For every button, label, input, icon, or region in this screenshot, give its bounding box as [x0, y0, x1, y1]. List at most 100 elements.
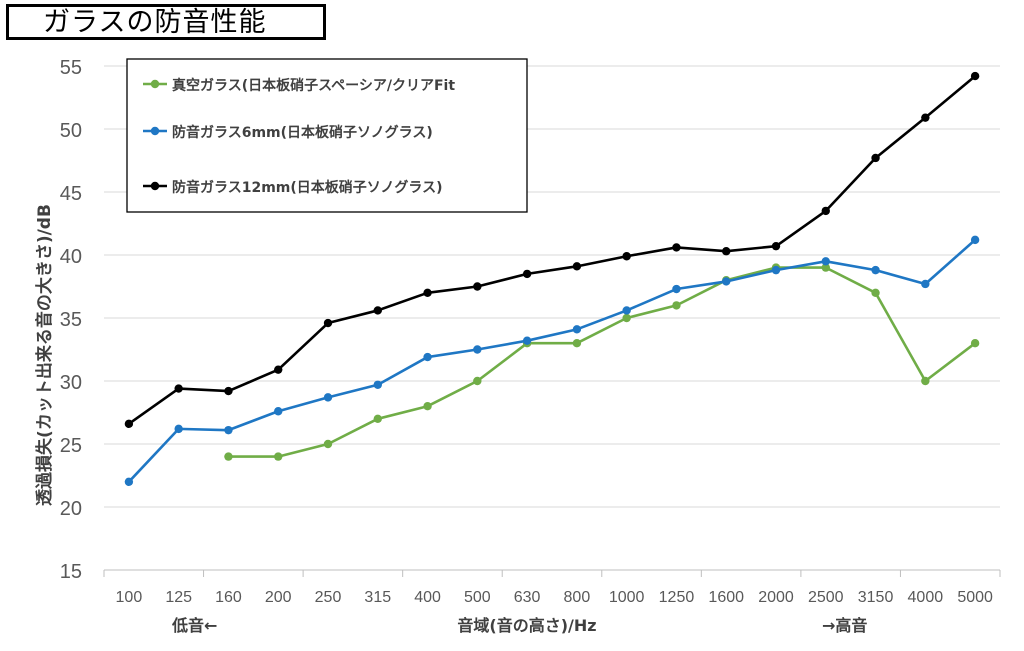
data-point: [572, 325, 582, 334]
y-axis-label: 透過損失(カット出来る音の大きさ)/dB: [34, 204, 55, 506]
data-point: [622, 252, 631, 261]
series-layer: [124, 71, 980, 486]
x-tick-label: 1250: [659, 589, 695, 606]
data-point: [871, 153, 880, 163]
x-tick-label: 200: [265, 589, 292, 606]
series-2: [124, 235, 980, 486]
data-point: [274, 407, 283, 416]
data-point: [622, 313, 631, 323]
data-point: [423, 288, 432, 297]
data-point: [821, 263, 830, 272]
data-point: [871, 265, 880, 275]
data-point: [921, 113, 930, 122]
x-tick-label: 1000: [609, 589, 645, 606]
data-point: [672, 243, 681, 252]
data-point: [771, 265, 781, 275]
legend-label: 真空ガラス(日本板硝子スペーシア/クリアFit: [172, 77, 455, 94]
y-tick-label: 15: [60, 561, 82, 583]
data-point: [672, 284, 681, 294]
data-point: [124, 419, 134, 429]
data-point: [174, 424, 183, 434]
data-point: [423, 402, 432, 411]
x-tick-label: 5000: [957, 589, 993, 606]
y-tick-label: 50: [60, 120, 82, 142]
y-tick-labels: 15 20 25 30 35 40 45 50 55: [60, 57, 82, 583]
data-point: [373, 414, 382, 423]
data-point: [921, 376, 930, 386]
data-point: [124, 477, 134, 486]
x-tick-label: 800: [564, 589, 591, 606]
y-tick-label: 25: [60, 435, 82, 457]
x-tick-label: 630: [514, 589, 541, 606]
y-tick-label: 55: [60, 57, 82, 79]
data-point: [970, 71, 980, 81]
x-tick-label: 1600: [708, 589, 744, 606]
x-tick-label: 400: [414, 589, 441, 606]
series-line: [128, 75, 976, 425]
data-point: [224, 386, 233, 396]
y-tick-label: 45: [60, 183, 82, 205]
x-tick-labels: 100 125 160 200 250 315 400 500 630 800 1000 1250 16…: [116, 589, 993, 606]
data-point: [522, 336, 532, 345]
data-point: [174, 384, 183, 393]
data-point: [274, 452, 283, 461]
data-point: [323, 393, 333, 402]
data-point: [423, 352, 432, 362]
data-point: [871, 288, 880, 297]
data-point: [970, 339, 980, 348]
x-tick-label: 3150: [858, 589, 894, 606]
data-point: [622, 306, 631, 315]
data-point: [473, 345, 482, 354]
x-tick-label: 2500: [808, 589, 844, 606]
data-point: [373, 380, 382, 389]
data-point: [970, 235, 980, 245]
y-tick-label: 35: [60, 309, 82, 331]
x-tick-label: 100: [116, 589, 143, 606]
legend-label: 防音ガラス12mm(日本板硝子ソノグラス): [172, 179, 442, 196]
x-tick-label: 315: [364, 589, 391, 606]
data-point: [572, 262, 582, 271]
data-point: [473, 282, 482, 291]
data-point: [323, 318, 333, 328]
data-point: [821, 206, 830, 216]
x-tick-label: 2000: [758, 589, 794, 606]
data-point: [921, 279, 930, 289]
x-tick-label: 125: [165, 589, 192, 606]
x-axis-label: 音域(音の高さ)/Hz: [457, 616, 596, 635]
x-high-label: →高音: [822, 616, 867, 635]
data-point: [572, 339, 582, 348]
y-tick-label: 20: [60, 498, 82, 520]
legend-swatch-marker: [150, 126, 160, 136]
y-tick-label: 40: [60, 246, 82, 268]
legend-box: [126, 58, 528, 213]
x-tick-label: 500: [464, 589, 491, 606]
x-low-label: 低音←: [171, 616, 217, 635]
data-point: [672, 301, 681, 310]
data-point: [224, 425, 233, 435]
series-1: [224, 263, 980, 461]
data-point: [821, 257, 830, 266]
series-line: [228, 266, 976, 458]
y-tick-label: 30: [60, 372, 82, 394]
legend-swatch-marker: [150, 79, 160, 89]
x-tick-label: 250: [315, 589, 342, 606]
data-point: [522, 269, 532, 279]
data-point: [771, 241, 781, 251]
legend-label: 防音ガラス6mm(日本板硝子ソノグラス): [172, 124, 433, 141]
data-point: [323, 439, 333, 449]
legend: 真空ガラス(日本板硝子スペーシア/クリアFit 防音ガラス6mm(日本板硝子ソノグ…: [126, 58, 528, 213]
x-tick-label: 4000: [908, 589, 944, 606]
data-point: [274, 365, 283, 374]
data-point: [722, 247, 731, 256]
legend-swatch-marker: [150, 181, 160, 191]
x-tick-label: 160: [215, 589, 242, 606]
series-3: [124, 71, 980, 429]
data-point: [224, 452, 233, 461]
data-point: [373, 306, 382, 315]
data-point: [722, 277, 731, 286]
series-line: [127, 238, 976, 483]
title-box: ガラスの防音性能: [6, 4, 326, 40]
page-title: ガラスの防音性能: [43, 7, 267, 38]
data-point: [473, 376, 482, 386]
